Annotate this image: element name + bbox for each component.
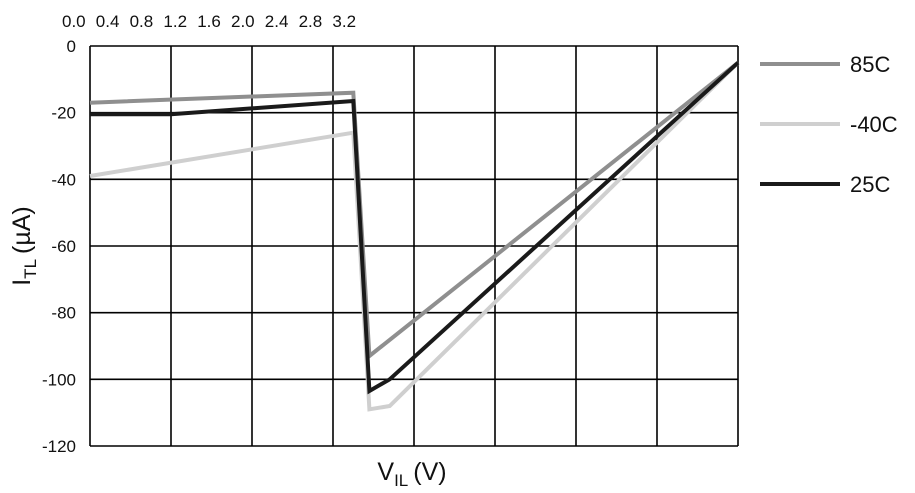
y-axis-label-sub: TL (21, 259, 40, 279)
y-axis-label: ITL (µA) (8, 206, 40, 286)
y-tick-label: -120 (42, 437, 76, 456)
x-tick-label: 2.0 (231, 12, 255, 31)
x-tick-labels: 0.0 0.4 0.8 1.2 1.6 2.0 2.4 2.8 3.2 (62, 12, 356, 31)
x-axis-label: VIL (V) (377, 458, 446, 490)
x-tick-label: 0.8 (130, 12, 154, 31)
x-tick-label: 2.4 (265, 12, 289, 31)
y-tick-labels: 0 -20 -40 -60 -80 -100 -120 (42, 37, 76, 456)
y-tick-label: -100 (42, 370, 76, 389)
series-line--40C (89, 61, 740, 412)
series-line-25C (90, 61, 740, 395)
y-axis-label-main: I (8, 279, 36, 286)
x-tick-label: 0.0 (62, 12, 86, 31)
x-tick-label: 1.2 (163, 12, 187, 31)
y-tick-label: -80 (51, 304, 76, 323)
x-axis-label-unit: (V) (413, 458, 446, 486)
legend-label: 25C (850, 172, 890, 197)
y-tick-label: -20 (51, 104, 76, 123)
grid (89, 45, 739, 447)
legend-label: 85C (850, 52, 890, 77)
y-axis-label-unit: (µA) (8, 206, 36, 254)
x-axis-label-main: V (377, 458, 394, 486)
x-tick-label: 0.4 (96, 12, 120, 31)
x-tick-label: 3.2 (332, 12, 356, 31)
x-tick-label: 1.6 (197, 12, 221, 31)
x-tick-label: 2.8 (299, 12, 323, 31)
y-tick-label: -60 (51, 237, 76, 256)
y-tick-label: -40 (51, 170, 76, 189)
x-axis-label-sub: IL (394, 471, 408, 490)
y-tick-label: 0 (67, 37, 76, 56)
legend: 85C -40C 25C (760, 52, 898, 197)
series-layer (89, 61, 740, 412)
legend-label: -40C (850, 112, 898, 137)
